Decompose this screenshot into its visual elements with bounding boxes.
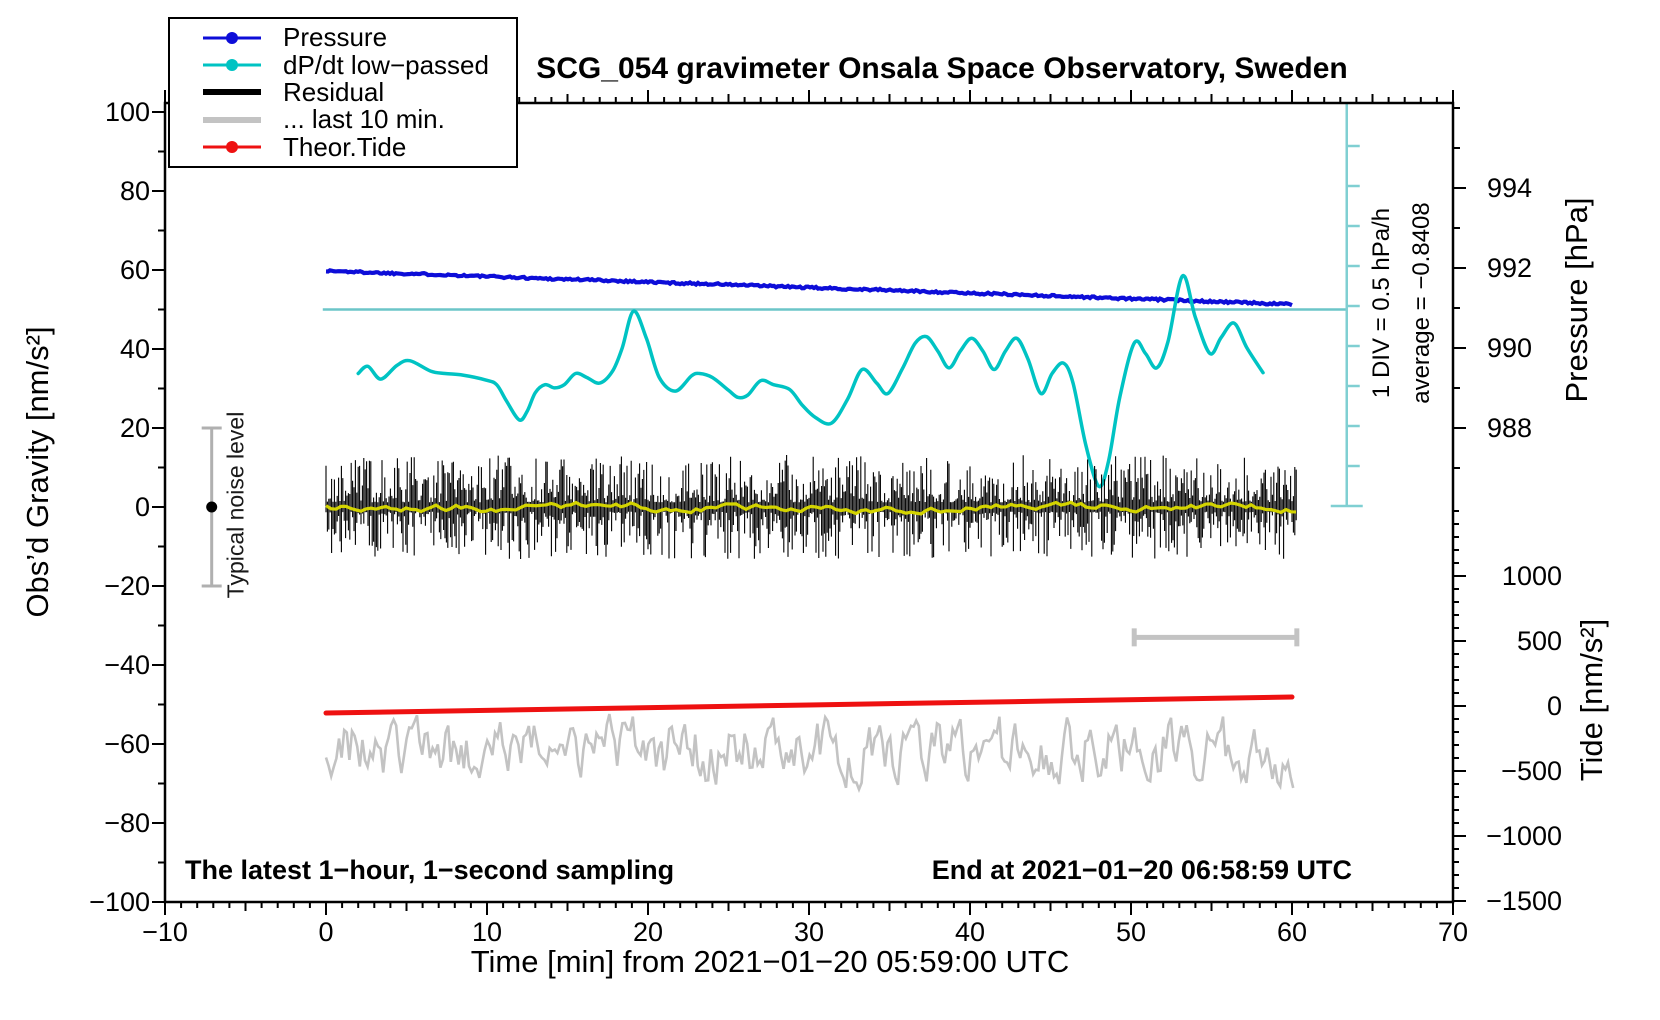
- legend-label: dP/dt low−passed: [283, 49, 489, 80]
- dpdt-line-icon: [203, 58, 261, 72]
- legend-item-last10: ... last 10 min.: [170, 104, 516, 135]
- legend-item-theortide: Theor.Tide: [170, 131, 516, 162]
- pressure-tick-label: 988: [1487, 413, 1532, 443]
- x-tick-label: 0: [318, 917, 333, 947]
- noise-error-bar-dot: [206, 501, 218, 513]
- last10-line-icon: [203, 113, 261, 127]
- pressure-line-icon: [203, 31, 261, 45]
- y-left-tick-label: 0: [135, 492, 150, 522]
- x-tick-label: 40: [955, 917, 985, 947]
- legend-item-pressure: Pressure: [170, 22, 516, 53]
- series-dpdt: [356, 274, 1265, 489]
- div-scale-label: 1 DIV = 0.5 hPa/h: [1368, 207, 1395, 399]
- legend-label: Residual: [283, 76, 385, 107]
- tide-tick-label: −1500: [1486, 886, 1562, 916]
- legend: Pressure dP/dt low−passed Residual ... l…: [168, 17, 518, 168]
- x-tick-label: 30: [794, 917, 824, 947]
- series-residual: [325, 455, 1297, 559]
- tide-tick-label: 500: [1517, 626, 1562, 656]
- y-left-tick-label: 40: [120, 334, 150, 364]
- series-tide: [323, 694, 1295, 716]
- tide-tick-label: −500: [1501, 756, 1562, 786]
- pressure-tick-label: 994: [1487, 173, 1532, 203]
- y-left-tick-label: 100: [105, 97, 150, 127]
- series-last10: [324, 713, 1295, 794]
- tide-tick-label: 1000: [1502, 561, 1562, 591]
- end-time-note: End at 2021−01−20 06:58:59 UTC: [931, 855, 1352, 885]
- page-title: SCG_054 gravimeter Onsala Space Observat…: [536, 52, 1348, 85]
- y-axis-title-gravity: Obs’d Gravity [nm/s²]: [20, 326, 55, 618]
- legend-label: Pressure: [283, 22, 388, 53]
- x-tick-label: 20: [633, 917, 663, 947]
- y-left-tick-label: 60: [120, 255, 150, 285]
- pressure-tick-label: 990: [1487, 333, 1532, 363]
- x-tick-label: 50: [1116, 917, 1146, 947]
- y-left-tick-label: 20: [120, 413, 150, 443]
- x-tick-label: 60: [1277, 917, 1307, 947]
- y-left-tick-label: −40: [104, 650, 150, 680]
- sampling-note: The latest 1−hour, 1−second sampling: [185, 855, 675, 885]
- tide-tick-label: −1000: [1486, 821, 1562, 851]
- average-label: average = −0.8408: [1408, 202, 1435, 404]
- pressure-tick-label: 992: [1487, 253, 1532, 283]
- theortide-line-icon: [203, 140, 261, 154]
- noise-level-label: Typical noise level: [222, 411, 249, 599]
- x-axis-title: Time [min] from 2021−01−20 05:59:00 UTC: [470, 944, 1070, 979]
- x-tick-label: −10: [142, 917, 188, 947]
- x-tick-label: 70: [1438, 917, 1468, 947]
- residual-line-icon: [203, 85, 261, 99]
- y-left-tick-label: −80: [104, 808, 150, 838]
- legend-item-dpdt: dP/dt low−passed: [170, 49, 516, 80]
- tide-tick-label: 0: [1547, 691, 1562, 721]
- y-left-tick-label: −60: [104, 729, 150, 759]
- y-axis-title-tide: Tide [nm/s²]: [1574, 618, 1609, 782]
- legend-item-residual: Residual: [170, 76, 516, 107]
- series-pressure: [325, 268, 1293, 308]
- legend-label: Theor.Tide: [283, 131, 407, 162]
- y-axis-title-pressure: Pressure [hPa]: [1559, 197, 1594, 403]
- series-residual-smoothed: [325, 500, 1297, 516]
- y-left-tick-label: 80: [120, 176, 150, 206]
- legend-label: ... last 10 min.: [283, 104, 445, 135]
- x-tick-label: 10: [472, 917, 502, 947]
- y-left-tick-label: −20: [104, 571, 150, 601]
- y-left-tick-label: −100: [89, 887, 150, 917]
